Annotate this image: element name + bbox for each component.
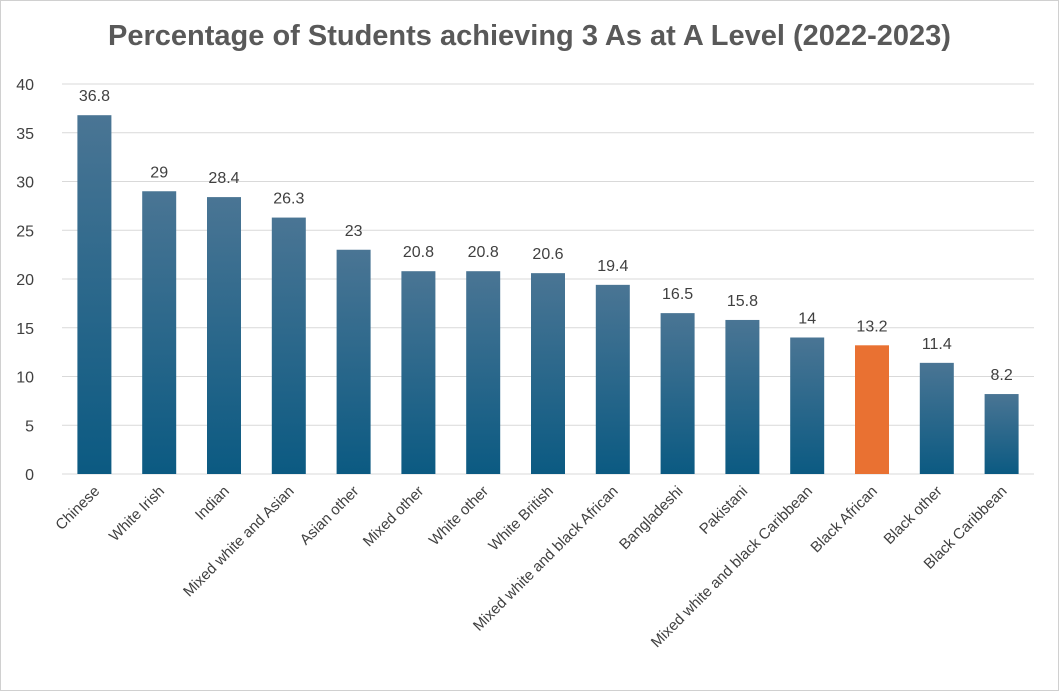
data-label: 20.8	[468, 244, 499, 261]
y-axis: 0 5 10 15 20 25 30 35 40	[16, 77, 34, 484]
bar	[142, 191, 177, 474]
data-label: 26.3	[273, 191, 304, 208]
data-label: 13.2	[856, 318, 887, 335]
data-label: 19.4	[597, 258, 628, 275]
x-tick-label: White British	[485, 483, 557, 555]
data-label: 20.6	[532, 246, 563, 263]
bar	[531, 273, 565, 474]
y-tick-label: 5	[25, 418, 34, 435]
bar	[984, 394, 1019, 474]
bar	[401, 271, 436, 474]
data-label: 20.8	[403, 244, 434, 261]
y-tick-label: 0	[25, 467, 34, 484]
x-tick-label: Black African	[807, 483, 880, 556]
data-label: 36.8	[79, 88, 110, 105]
data-label: 15.8	[727, 293, 758, 310]
data-label: 8.2	[990, 367, 1012, 384]
bar	[207, 197, 241, 474]
data-label: 28.4	[208, 170, 239, 187]
bars	[77, 115, 1019, 474]
bar	[725, 319, 760, 474]
bar	[271, 217, 306, 474]
data-label: 23	[345, 223, 363, 240]
bar	[919, 362, 954, 474]
x-tick-label: Pakistani	[696, 483, 751, 538]
y-tick-label: 30	[16, 175, 34, 192]
bar	[77, 115, 112, 474]
bar	[466, 271, 501, 474]
bar	[336, 249, 371, 474]
y-tick-label: 10	[16, 370, 34, 387]
y-tick-label: 40	[16, 77, 34, 94]
bar	[595, 284, 630, 474]
y-tick-label: 25	[16, 223, 34, 240]
data-labels: 36.8 29 28.4 26.3 23 20.8 20.8 20.6 19.4 16.5 15.8…	[79, 88, 1013, 384]
x-tick-label: Mixed white and Asian	[180, 483, 298, 601]
y-tick-label: 20	[16, 272, 34, 289]
x-tick-label: Chinese	[52, 483, 103, 534]
bar	[855, 345, 889, 474]
chart-title: Percentage of Students achieving 3 As at…	[108, 20, 951, 52]
data-label: 16.5	[662, 286, 693, 303]
data-label: 14	[798, 311, 816, 328]
x-tick-label: Black other	[881, 483, 946, 548]
data-label: 29	[150, 164, 168, 181]
data-label: 11.4	[922, 336, 952, 353]
x-tick-label: Bangladeshi	[616, 483, 686, 553]
x-tick-label: Indian	[192, 483, 233, 524]
y-tick-label: 35	[16, 126, 34, 143]
bar	[790, 337, 825, 474]
x-tick-label: Mixed other	[360, 483, 427, 550]
x-tick-label: White Irish	[106, 483, 168, 545]
x-tick-label: Asian other	[297, 483, 363, 549]
y-tick-label: 15	[16, 321, 34, 338]
x-tick-label: White other	[426, 483, 492, 549]
bar	[660, 313, 695, 474]
